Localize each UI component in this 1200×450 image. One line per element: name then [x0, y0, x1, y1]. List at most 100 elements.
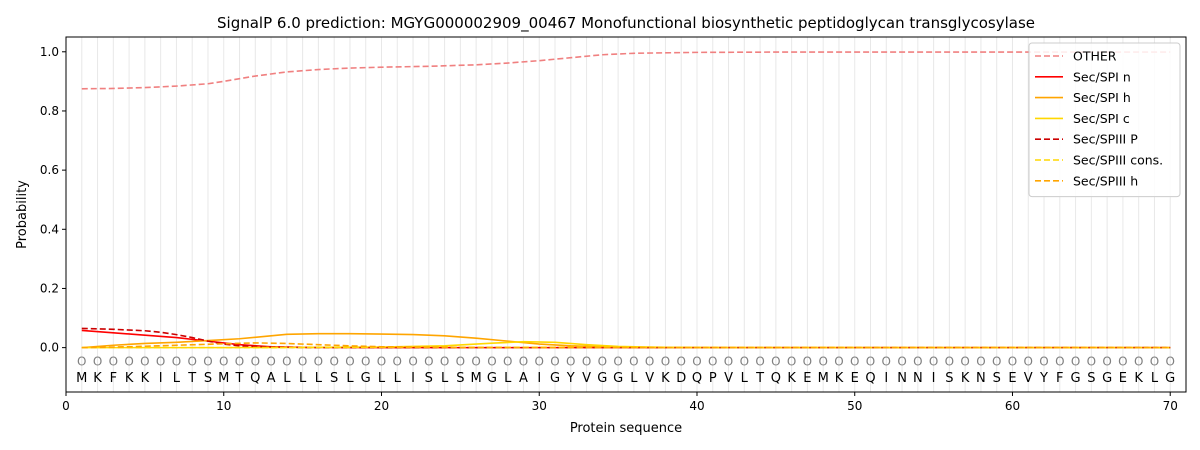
- region-label: O: [645, 355, 654, 369]
- legend-label: Sec/SPIII P: [1073, 132, 1138, 147]
- region-label: O: [124, 355, 133, 369]
- region-label: O: [803, 355, 812, 369]
- region-label: O: [456, 355, 465, 369]
- legend: OTHER Sec/SPI n Sec/SPI h Sec/SPI c Sec/SPII…: [1028, 42, 1181, 198]
- region-label: O: [897, 355, 906, 369]
- residue-letter: K: [661, 371, 670, 386]
- region-label: O: [724, 355, 733, 369]
- region-label: O: [661, 355, 670, 369]
- residue-letter: V: [1024, 371, 1033, 386]
- y-tick-label: 0.8: [40, 104, 59, 118]
- residue-letter: F: [1056, 371, 1063, 386]
- region-label: O: [976, 355, 985, 369]
- region-label: O: [1134, 355, 1143, 369]
- region-label: O: [140, 355, 149, 369]
- residue-letter: K: [141, 371, 150, 386]
- residue-letter: F: [110, 371, 117, 386]
- residue-letter: N: [976, 371, 986, 386]
- residue-letter: S: [945, 371, 953, 386]
- region-label: O: [913, 355, 922, 369]
- residue-letter: L: [299, 371, 307, 386]
- residue-letter: E: [851, 371, 859, 386]
- region-label: O: [771, 355, 780, 369]
- residue-letter: T: [187, 371, 196, 386]
- region-label: O: [266, 355, 275, 369]
- residue-letter: L: [630, 371, 638, 386]
- series-line-sec-spiii-p: [81, 327, 1171, 349]
- region-label: O: [1087, 355, 1096, 369]
- sequence-track: OMOKOFOKOKOIOLOTOSOMOTOQOAOLOLOLOSOLOGOL…: [76, 355, 1175, 387]
- x-tick-label: 40: [689, 399, 704, 413]
- region-label: O: [1150, 355, 1159, 369]
- residue-letter: L: [394, 371, 402, 386]
- region-label: O: [1055, 355, 1064, 369]
- residue-letter: M: [471, 371, 482, 386]
- y-axis-label: Probability: [15, 180, 30, 249]
- x-tick-label: 0: [62, 399, 70, 413]
- x-axis-ticks: 0 10 20 30 40 50 60 70: [62, 392, 1178, 413]
- residue-letter: G: [597, 371, 607, 386]
- legend-box: [1028, 42, 1181, 198]
- series-line-sec-spi-h: [81, 332, 1171, 349]
- region-label: O: [1118, 355, 1127, 369]
- region-label: O: [550, 355, 559, 369]
- residue-letter: I: [537, 371, 541, 386]
- region-label: O: [424, 355, 433, 369]
- residue-letter: M: [218, 371, 229, 386]
- residue-letter: G: [550, 371, 560, 386]
- residue-letter: L: [441, 371, 449, 386]
- residue-letter: T: [235, 371, 244, 386]
- region-label: O: [251, 355, 260, 369]
- legend-label: Sec/SPI n: [1073, 69, 1131, 84]
- residue-letter: K: [961, 371, 970, 386]
- region-label: O: [629, 355, 638, 369]
- x-tick-label: 30: [532, 399, 547, 413]
- residue-letter: A: [519, 371, 528, 386]
- region-label: O: [77, 355, 86, 369]
- region-label: O: [708, 355, 717, 369]
- x-tick-label: 70: [1163, 399, 1178, 413]
- region-label: O: [598, 355, 607, 369]
- region-label: O: [787, 355, 796, 369]
- residue-letter: Q: [865, 371, 875, 386]
- residue-letter: E: [1008, 371, 1016, 386]
- legend-label: Sec/SPIII cons.: [1073, 153, 1163, 168]
- region-label: O: [1024, 355, 1033, 369]
- residue-letter: Y: [566, 371, 575, 386]
- residue-letter: S: [425, 371, 433, 386]
- residue-letter: Q: [250, 371, 260, 386]
- residue-letter: K: [93, 371, 102, 386]
- residue-letter: L: [378, 371, 386, 386]
- residue-letter: P: [709, 371, 717, 386]
- x-tick-label: 10: [216, 399, 231, 413]
- region-label: O: [393, 355, 402, 369]
- series-lines: [81, 51, 1171, 349]
- residue-letter: M: [818, 371, 829, 386]
- x-tick-label: 60: [1005, 399, 1020, 413]
- region-label: O: [882, 355, 891, 369]
- residue-letter: S: [456, 371, 464, 386]
- residue-letter: S: [1087, 371, 1095, 386]
- residue-letter: V: [582, 371, 591, 386]
- region-label: O: [1165, 355, 1174, 369]
- y-axis-ticks: 0.0 0.2 0.4 0.6 0.8 1.0: [40, 45, 66, 355]
- residue-letter: Y: [1039, 371, 1048, 386]
- residue-letter: N: [913, 371, 923, 386]
- chart-title: SignalP 6.0 prediction: MGYG000002909_00…: [217, 14, 1035, 33]
- residue-letter: K: [787, 371, 796, 386]
- region-label: O: [740, 355, 749, 369]
- region-label: O: [755, 355, 764, 369]
- region-label: O: [329, 355, 338, 369]
- region-label: O: [361, 355, 370, 369]
- region-label: O: [519, 355, 528, 369]
- region-label: O: [109, 355, 118, 369]
- residue-letter: I: [159, 371, 163, 386]
- residue-letter: V: [645, 371, 654, 386]
- residue-letter: S: [204, 371, 212, 386]
- residue-letter: S: [330, 371, 338, 386]
- region-label: O: [692, 355, 701, 369]
- region-label: O: [1102, 355, 1111, 369]
- residue-letter: L: [315, 371, 323, 386]
